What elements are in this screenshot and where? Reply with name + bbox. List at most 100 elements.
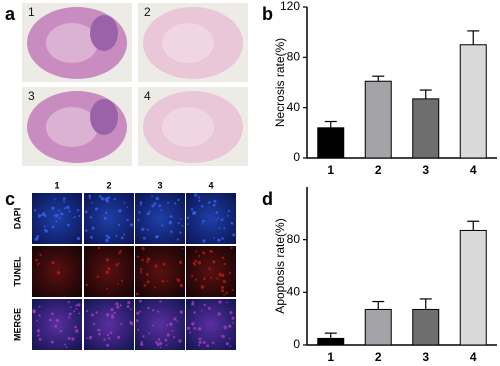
cell	[44, 229, 49, 233]
bar	[364, 308, 392, 346]
cell	[111, 313, 114, 316]
cell	[56, 271, 61, 275]
cell	[77, 303, 81, 307]
cell	[146, 260, 149, 264]
cell	[33, 209, 37, 212]
cell	[146, 228, 149, 231]
cell	[95, 207, 99, 211]
cell	[221, 237, 224, 240]
cell	[228, 271, 231, 275]
cell	[69, 306, 72, 309]
cell	[91, 226, 95, 230]
cell	[146, 280, 150, 284]
cell	[198, 199, 201, 202]
cell	[208, 306, 211, 310]
cell	[139, 310, 142, 313]
cell	[206, 344, 210, 348]
cell	[58, 209, 61, 212]
bar	[412, 308, 440, 346]
cell	[202, 251, 206, 255]
cell	[232, 321, 234, 324]
cell	[141, 247, 145, 251]
cell	[221, 273, 225, 277]
cell	[98, 332, 101, 336]
cell	[229, 345, 232, 347]
cell	[43, 225, 46, 228]
cell	[168, 220, 173, 225]
x-tick-label: 3	[422, 163, 429, 177]
cell	[202, 277, 206, 281]
cell	[186, 216, 190, 220]
cell	[50, 340, 54, 344]
cell	[116, 305, 120, 309]
cell	[95, 311, 98, 314]
cell	[173, 317, 177, 321]
cell	[191, 300, 194, 303]
cell	[109, 331, 113, 335]
cell	[154, 286, 157, 289]
cell	[78, 312, 81, 315]
cell	[153, 202, 157, 206]
cell	[203, 303, 206, 307]
cell	[141, 258, 144, 262]
cell	[182, 247, 184, 250]
cell	[90, 235, 93, 239]
cell	[123, 202, 126, 204]
cell	[67, 336, 71, 340]
cell	[106, 287, 109, 290]
cell	[198, 254, 201, 257]
cell	[159, 346, 162, 349]
cell	[136, 319, 139, 322]
cell	[139, 201, 143, 204]
cell	[43, 214, 47, 218]
cell	[193, 311, 196, 314]
cell	[50, 312, 54, 316]
cell	[55, 213, 59, 218]
cell	[53, 198, 56, 201]
cell	[42, 212, 46, 215]
image-label: 3	[28, 89, 35, 103]
cell	[68, 210, 71, 213]
cell	[177, 278, 181, 283]
cell	[192, 211, 197, 215]
bar	[317, 337, 345, 346]
tissue-core	[46, 23, 98, 63]
cell	[105, 258, 109, 262]
cell	[189, 331, 192, 334]
cell	[51, 261, 55, 265]
row-label: DAPI	[12, 208, 22, 230]
cell	[167, 201, 170, 204]
cell	[194, 259, 197, 263]
y-tick-label: 0	[293, 150, 300, 164]
cell	[88, 197, 91, 200]
cell	[126, 218, 129, 222]
cell	[135, 292, 139, 296]
cell	[38, 305, 41, 308]
cell	[118, 262, 121, 264]
cell	[193, 263, 196, 266]
cell	[100, 196, 105, 201]
cell	[75, 304, 78, 307]
if-image	[84, 246, 134, 297]
cell	[117, 223, 121, 227]
cell	[198, 340, 202, 344]
cell	[84, 210, 88, 214]
panel-label: c	[5, 189, 15, 209]
cell	[155, 340, 158, 344]
cell	[158, 204, 162, 208]
cell	[151, 195, 154, 198]
cell	[151, 309, 155, 312]
cell	[221, 289, 225, 293]
cell	[37, 334, 40, 337]
y-tick-label: 80	[287, 50, 301, 64]
cell	[105, 234, 109, 238]
cell	[136, 255, 139, 258]
y-tick-label: 80	[287, 232, 301, 246]
cell	[146, 212, 149, 215]
cell	[51, 225, 55, 229]
y-tick-label: 120	[280, 0, 300, 13]
cell	[113, 311, 116, 315]
cell	[208, 267, 211, 270]
cell	[73, 310, 76, 313]
